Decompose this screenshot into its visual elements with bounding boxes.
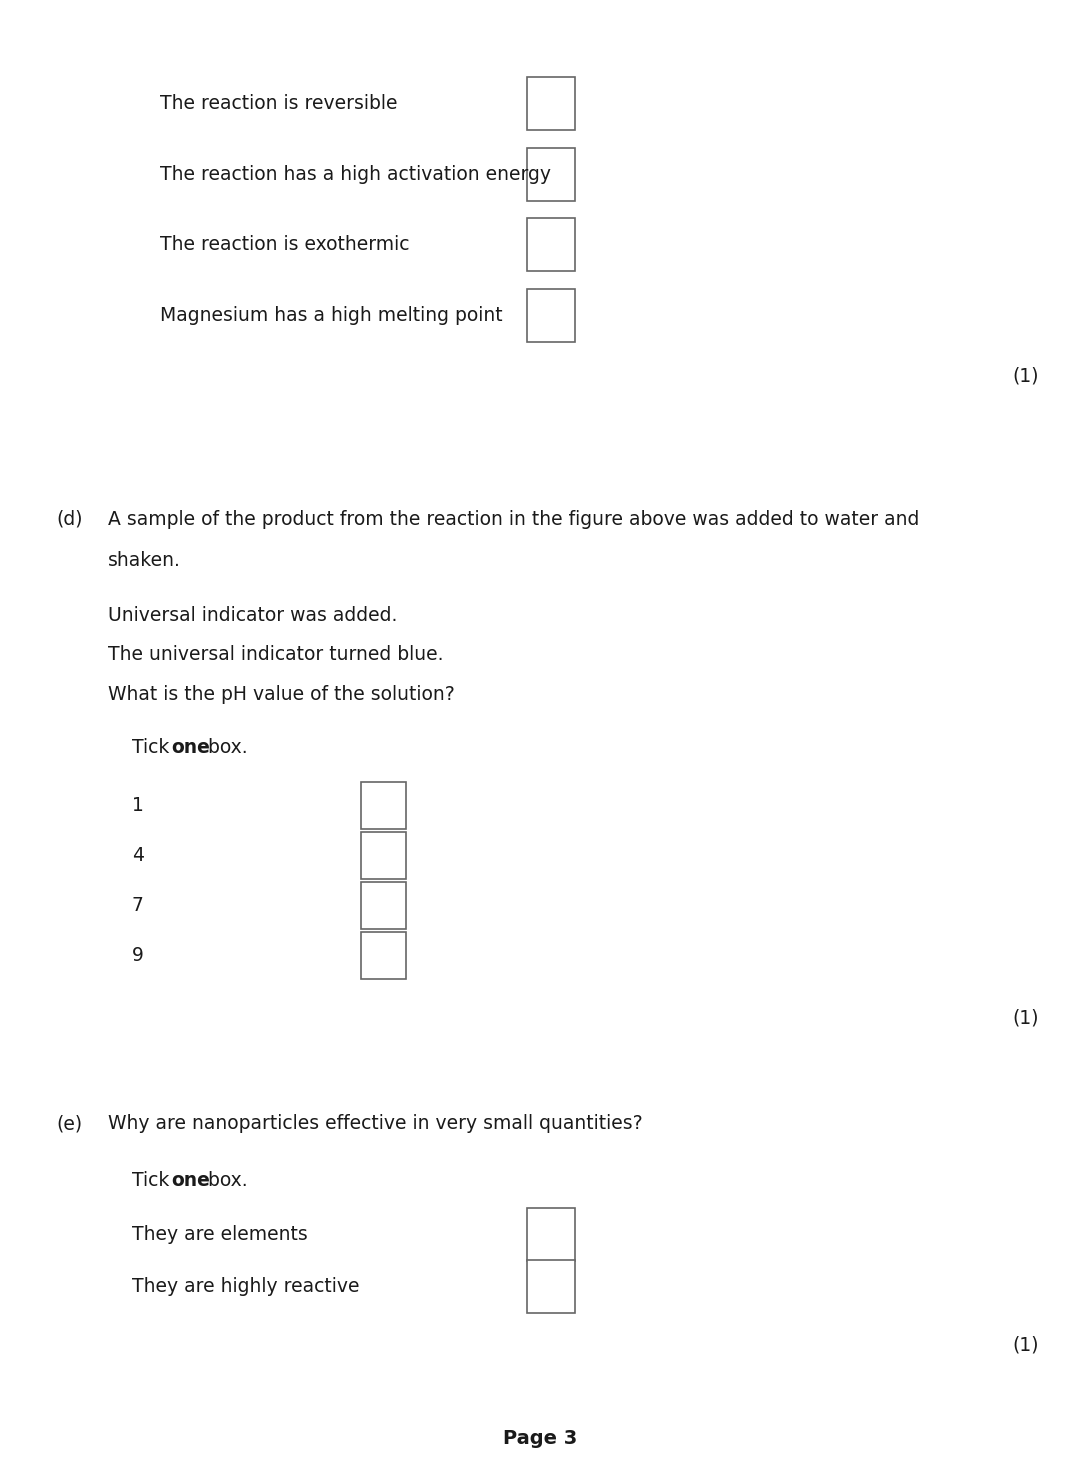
Text: 9: 9 [132,947,144,965]
Text: (1): (1) [1012,1336,1039,1354]
FancyBboxPatch shape [527,1208,575,1261]
FancyBboxPatch shape [527,77,575,130]
Text: Universal indicator was added.: Universal indicator was added. [108,606,397,624]
Text: Tick: Tick [132,739,175,757]
Text: (1): (1) [1012,1009,1039,1027]
Text: Why are nanoparticles effective in very small quantities?: Why are nanoparticles effective in very … [108,1115,643,1133]
FancyBboxPatch shape [527,289,575,342]
FancyBboxPatch shape [361,782,406,829]
Text: The reaction is reversible: The reaction is reversible [160,94,397,112]
Text: (e): (e) [56,1115,82,1133]
Text: The universal indicator turned blue.: The universal indicator turned blue. [108,646,444,664]
Text: box.: box. [202,739,247,757]
FancyBboxPatch shape [527,218,575,271]
Text: The reaction is exothermic: The reaction is exothermic [160,236,409,254]
Text: one: one [172,739,211,757]
Text: The reaction has a high activation energy: The reaction has a high activation energ… [160,165,551,183]
Text: 7: 7 [132,897,144,914]
Text: box.: box. [202,1171,247,1189]
FancyBboxPatch shape [361,932,406,979]
FancyBboxPatch shape [527,148,575,201]
Text: (1): (1) [1012,367,1039,385]
FancyBboxPatch shape [361,832,406,879]
Text: one: one [172,1171,211,1189]
Text: 1: 1 [132,796,144,814]
FancyBboxPatch shape [361,882,406,929]
Text: (d): (d) [56,510,83,528]
Text: They are highly reactive: They are highly reactive [132,1277,360,1295]
Text: Tick: Tick [132,1171,175,1189]
Text: What is the pH value of the solution?: What is the pH value of the solution? [108,686,455,704]
Text: Magnesium has a high melting point: Magnesium has a high melting point [160,307,502,324]
FancyBboxPatch shape [527,1260,575,1313]
Text: 4: 4 [132,847,144,864]
Text: Page 3: Page 3 [503,1429,577,1447]
Text: They are elements: They are elements [132,1226,308,1243]
Text: shaken.: shaken. [108,552,180,569]
Text: A sample of the product from the reaction in the figure above was added to water: A sample of the product from the reactio… [108,510,919,528]
